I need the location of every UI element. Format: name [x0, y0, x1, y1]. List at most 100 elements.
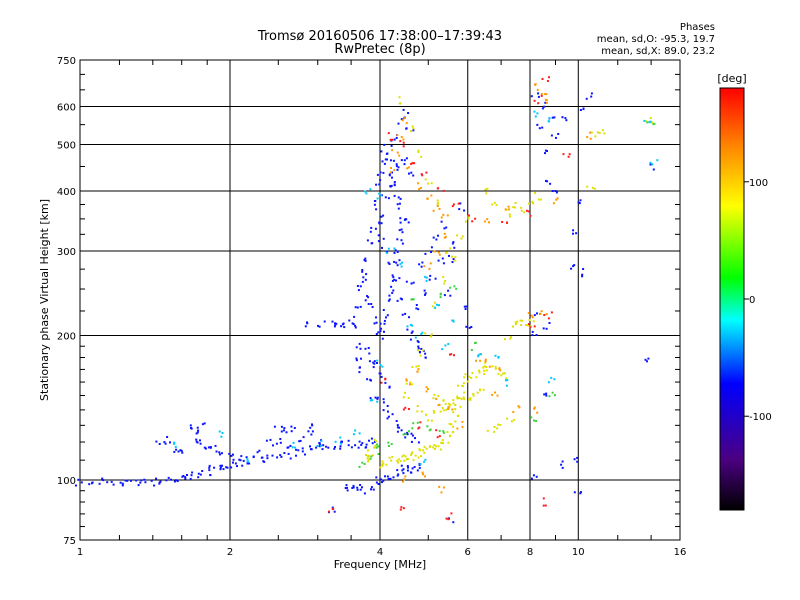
data-point — [413, 162, 416, 165]
data-point — [391, 171, 393, 174]
data-point — [445, 251, 448, 254]
data-point — [417, 365, 420, 368]
data-point — [485, 192, 488, 195]
data-point — [443, 294, 446, 297]
data-point — [347, 439, 350, 442]
data-point — [401, 455, 404, 458]
data-point — [380, 381, 383, 384]
data-point — [561, 466, 564, 469]
data-point — [173, 480, 176, 483]
data-point — [643, 119, 646, 122]
data-point — [417, 441, 420, 444]
data-point — [412, 422, 415, 425]
data-point — [429, 445, 432, 448]
data-point — [184, 477, 187, 480]
data-point — [420, 155, 423, 158]
data-point — [306, 322, 309, 325]
data-point — [573, 458, 576, 461]
data-point — [422, 473, 424, 476]
data-point — [425, 276, 428, 279]
data-point — [386, 314, 389, 317]
data-point — [388, 298, 391, 301]
data-point — [98, 482, 101, 485]
data-point — [401, 242, 404, 245]
data-point — [225, 466, 228, 469]
data-point — [344, 487, 347, 489]
data-point — [126, 479, 129, 482]
data-point — [385, 463, 388, 466]
data-point — [354, 444, 357, 447]
data-point — [486, 429, 489, 432]
data-point — [645, 120, 647, 123]
data-point — [649, 120, 652, 123]
data-point — [358, 342, 361, 345]
data-point — [411, 125, 414, 128]
data-point — [382, 462, 385, 465]
data-point — [484, 361, 487, 364]
data-point — [363, 463, 366, 465]
data-point — [406, 433, 409, 436]
data-point — [361, 461, 364, 464]
data-point — [646, 360, 648, 363]
data-point — [396, 459, 399, 462]
data-point — [474, 217, 477, 220]
data-point — [387, 441, 390, 444]
data-point — [517, 405, 520, 408]
data-point — [518, 406, 521, 409]
data-point — [451, 408, 454, 411]
data-point — [460, 237, 463, 240]
data-point — [170, 478, 172, 481]
data-point — [271, 454, 274, 457]
data-point — [355, 346, 358, 349]
data-point — [180, 449, 183, 452]
data-point — [340, 440, 343, 443]
data-point — [143, 478, 146, 481]
data-point — [140, 479, 143, 482]
data-point — [387, 478, 390, 480]
data-point — [367, 347, 370, 349]
data-point — [411, 434, 414, 437]
data-point — [544, 93, 547, 95]
data-point — [539, 198, 542, 201]
data-point — [393, 278, 396, 281]
data-point — [484, 188, 487, 191]
data-point — [376, 197, 379, 200]
data-point — [426, 197, 429, 200]
data-point — [523, 211, 526, 214]
data-point — [352, 433, 355, 436]
data-point — [189, 424, 192, 427]
data-point — [382, 237, 385, 240]
data-point — [121, 484, 124, 487]
data-point — [287, 446, 290, 449]
data-point — [371, 454, 374, 457]
data-point — [440, 441, 443, 444]
data-point — [440, 216, 443, 219]
data-point — [201, 470, 204, 472]
data-point — [411, 330, 414, 333]
data-point — [410, 383, 413, 386]
data-point — [263, 460, 266, 463]
data-point — [386, 417, 389, 420]
x-tick-label: 16 — [674, 547, 687, 558]
data-point — [388, 456, 391, 459]
data-point — [384, 378, 387, 381]
data-point — [298, 440, 301, 443]
data-point — [410, 471, 413, 474]
data-point — [209, 474, 212, 477]
data-point — [248, 462, 251, 465]
data-point — [471, 220, 474, 223]
data-point — [238, 458, 241, 461]
data-point — [352, 323, 355, 326]
data-point — [412, 127, 415, 130]
data-point — [378, 221, 381, 224]
data-point — [548, 120, 551, 123]
data-point — [544, 152, 546, 155]
data-point — [218, 430, 221, 433]
data-point — [400, 228, 403, 231]
data-point — [309, 448, 312, 451]
data-point — [439, 296, 442, 299]
data-point — [362, 276, 365, 279]
data-point — [391, 149, 394, 152]
data-point — [279, 454, 282, 457]
data-point — [582, 108, 585, 111]
